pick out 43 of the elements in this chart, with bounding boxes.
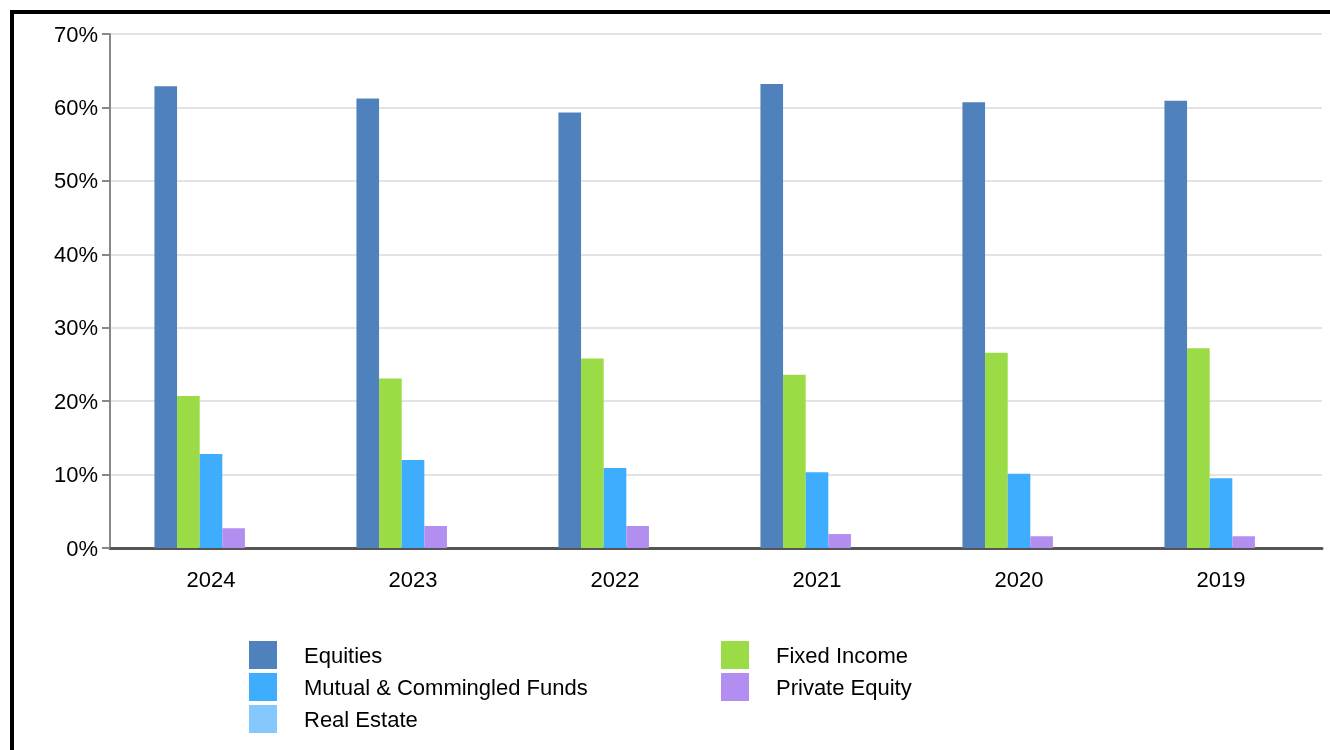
y-tick-label: 20%	[53, 388, 98, 414]
bar	[985, 352, 1008, 548]
bar	[379, 378, 402, 548]
x-tick-label: 2021	[792, 566, 842, 592]
x-tick-label: 2024	[186, 566, 236, 592]
legend-label: Real Estate	[304, 706, 418, 732]
bar	[356, 98, 380, 548]
bar	[424, 525, 447, 548]
legend-label: Equities	[304, 642, 383, 668]
bar	[760, 83, 784, 548]
y-tick-label: 70%	[53, 21, 98, 47]
bar	[581, 358, 604, 548]
bar	[1232, 536, 1255, 548]
y-tick-label: 10%	[53, 462, 98, 488]
x-tick-label: 2019	[1196, 566, 1246, 592]
bar	[222, 528, 245, 548]
legend-label: Private Equity	[776, 674, 912, 700]
bar	[1164, 100, 1188, 548]
legend-label: Mutual & Commingled Funds	[304, 674, 588, 700]
bar	[558, 112, 582, 548]
y-tick-label: 60%	[53, 94, 98, 120]
bar	[177, 396, 200, 548]
bar	[828, 534, 851, 548]
bar	[401, 459, 425, 548]
y-tick-label: 40%	[53, 241, 98, 267]
legend-label: Fixed Income	[776, 642, 909, 668]
bar	[962, 102, 986, 548]
y-tick-label: 30%	[53, 315, 98, 341]
x-tick-label: 2020	[994, 566, 1044, 592]
bar	[805, 472, 829, 548]
bar	[783, 374, 806, 548]
bar	[1007, 473, 1031, 548]
x-tick-label: 2022	[590, 566, 640, 592]
y-tick-label: 0%	[66, 535, 98, 561]
bar	[1187, 348, 1210, 548]
bar	[603, 467, 627, 548]
bar	[154, 86, 178, 548]
bar	[626, 525, 649, 548]
bar	[1030, 536, 1053, 548]
bar	[199, 454, 223, 548]
x-tick-label: 2023	[388, 566, 438, 592]
y-tick-label: 50%	[53, 168, 98, 194]
bar	[1209, 478, 1233, 548]
